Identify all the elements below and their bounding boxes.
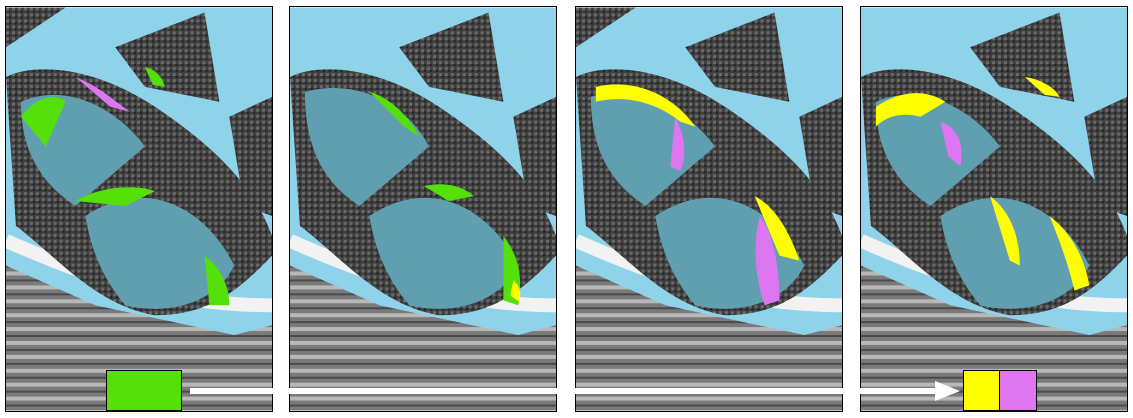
flooded-area-east [85, 197, 235, 309]
legend-swatch-yellow [963, 370, 1000, 411]
overlay-yellow-2 [754, 196, 800, 261]
overlay-green-2 [75, 187, 155, 207]
fields-south [290, 265, 556, 411]
fields-south [576, 265, 842, 411]
overlay-yellow-1 [595, 84, 696, 127]
map-image-3 [576, 7, 842, 411]
map-panel-3 [575, 6, 843, 412]
overlay-yellow-1 [510, 280, 521, 302]
island-north [399, 12, 504, 102]
overlay-green-3 [423, 184, 474, 202]
map-panel-2 [289, 6, 557, 412]
fields-south [6, 265, 272, 411]
overlay-yellow-4 [1024, 76, 1060, 97]
island-north [685, 12, 790, 102]
island-north [115, 12, 220, 102]
map-image-4 [861, 7, 1127, 411]
overlay-green-4 [144, 67, 165, 87]
land-east [513, 96, 556, 216]
overlay-yellow-3 [990, 196, 1020, 266]
overlay-magenta-2 [670, 116, 685, 172]
arrow-icon [190, 381, 960, 401]
map-image-2 [290, 7, 556, 411]
overlay-green-3 [204, 255, 230, 306]
land-east [1084, 96, 1127, 216]
overlay-yellow-2 [1049, 215, 1090, 291]
overlay-green-1 [369, 91, 420, 137]
transition-arrow [190, 378, 960, 404]
legend-swatch-green [106, 370, 182, 411]
overlay-magenta-1 [75, 76, 131, 112]
flooded-area-east [369, 197, 519, 309]
map-panel-1 [5, 6, 273, 412]
overlay-yellow-1 [875, 93, 946, 127]
flooded-area-west [875, 94, 1000, 207]
map-panel-4 [860, 6, 1128, 412]
overlay-green-1 [20, 96, 66, 147]
overlay-magenta-1 [755, 215, 780, 306]
land-east [799, 96, 842, 216]
map-image-1 [6, 7, 272, 411]
fields-south [861, 265, 1127, 411]
island-north [970, 12, 1075, 102]
land-east [229, 96, 272, 216]
legend-swatch-magenta [999, 370, 1037, 411]
arrow-head [935, 381, 960, 401]
overlay-magenta-1 [940, 121, 962, 167]
